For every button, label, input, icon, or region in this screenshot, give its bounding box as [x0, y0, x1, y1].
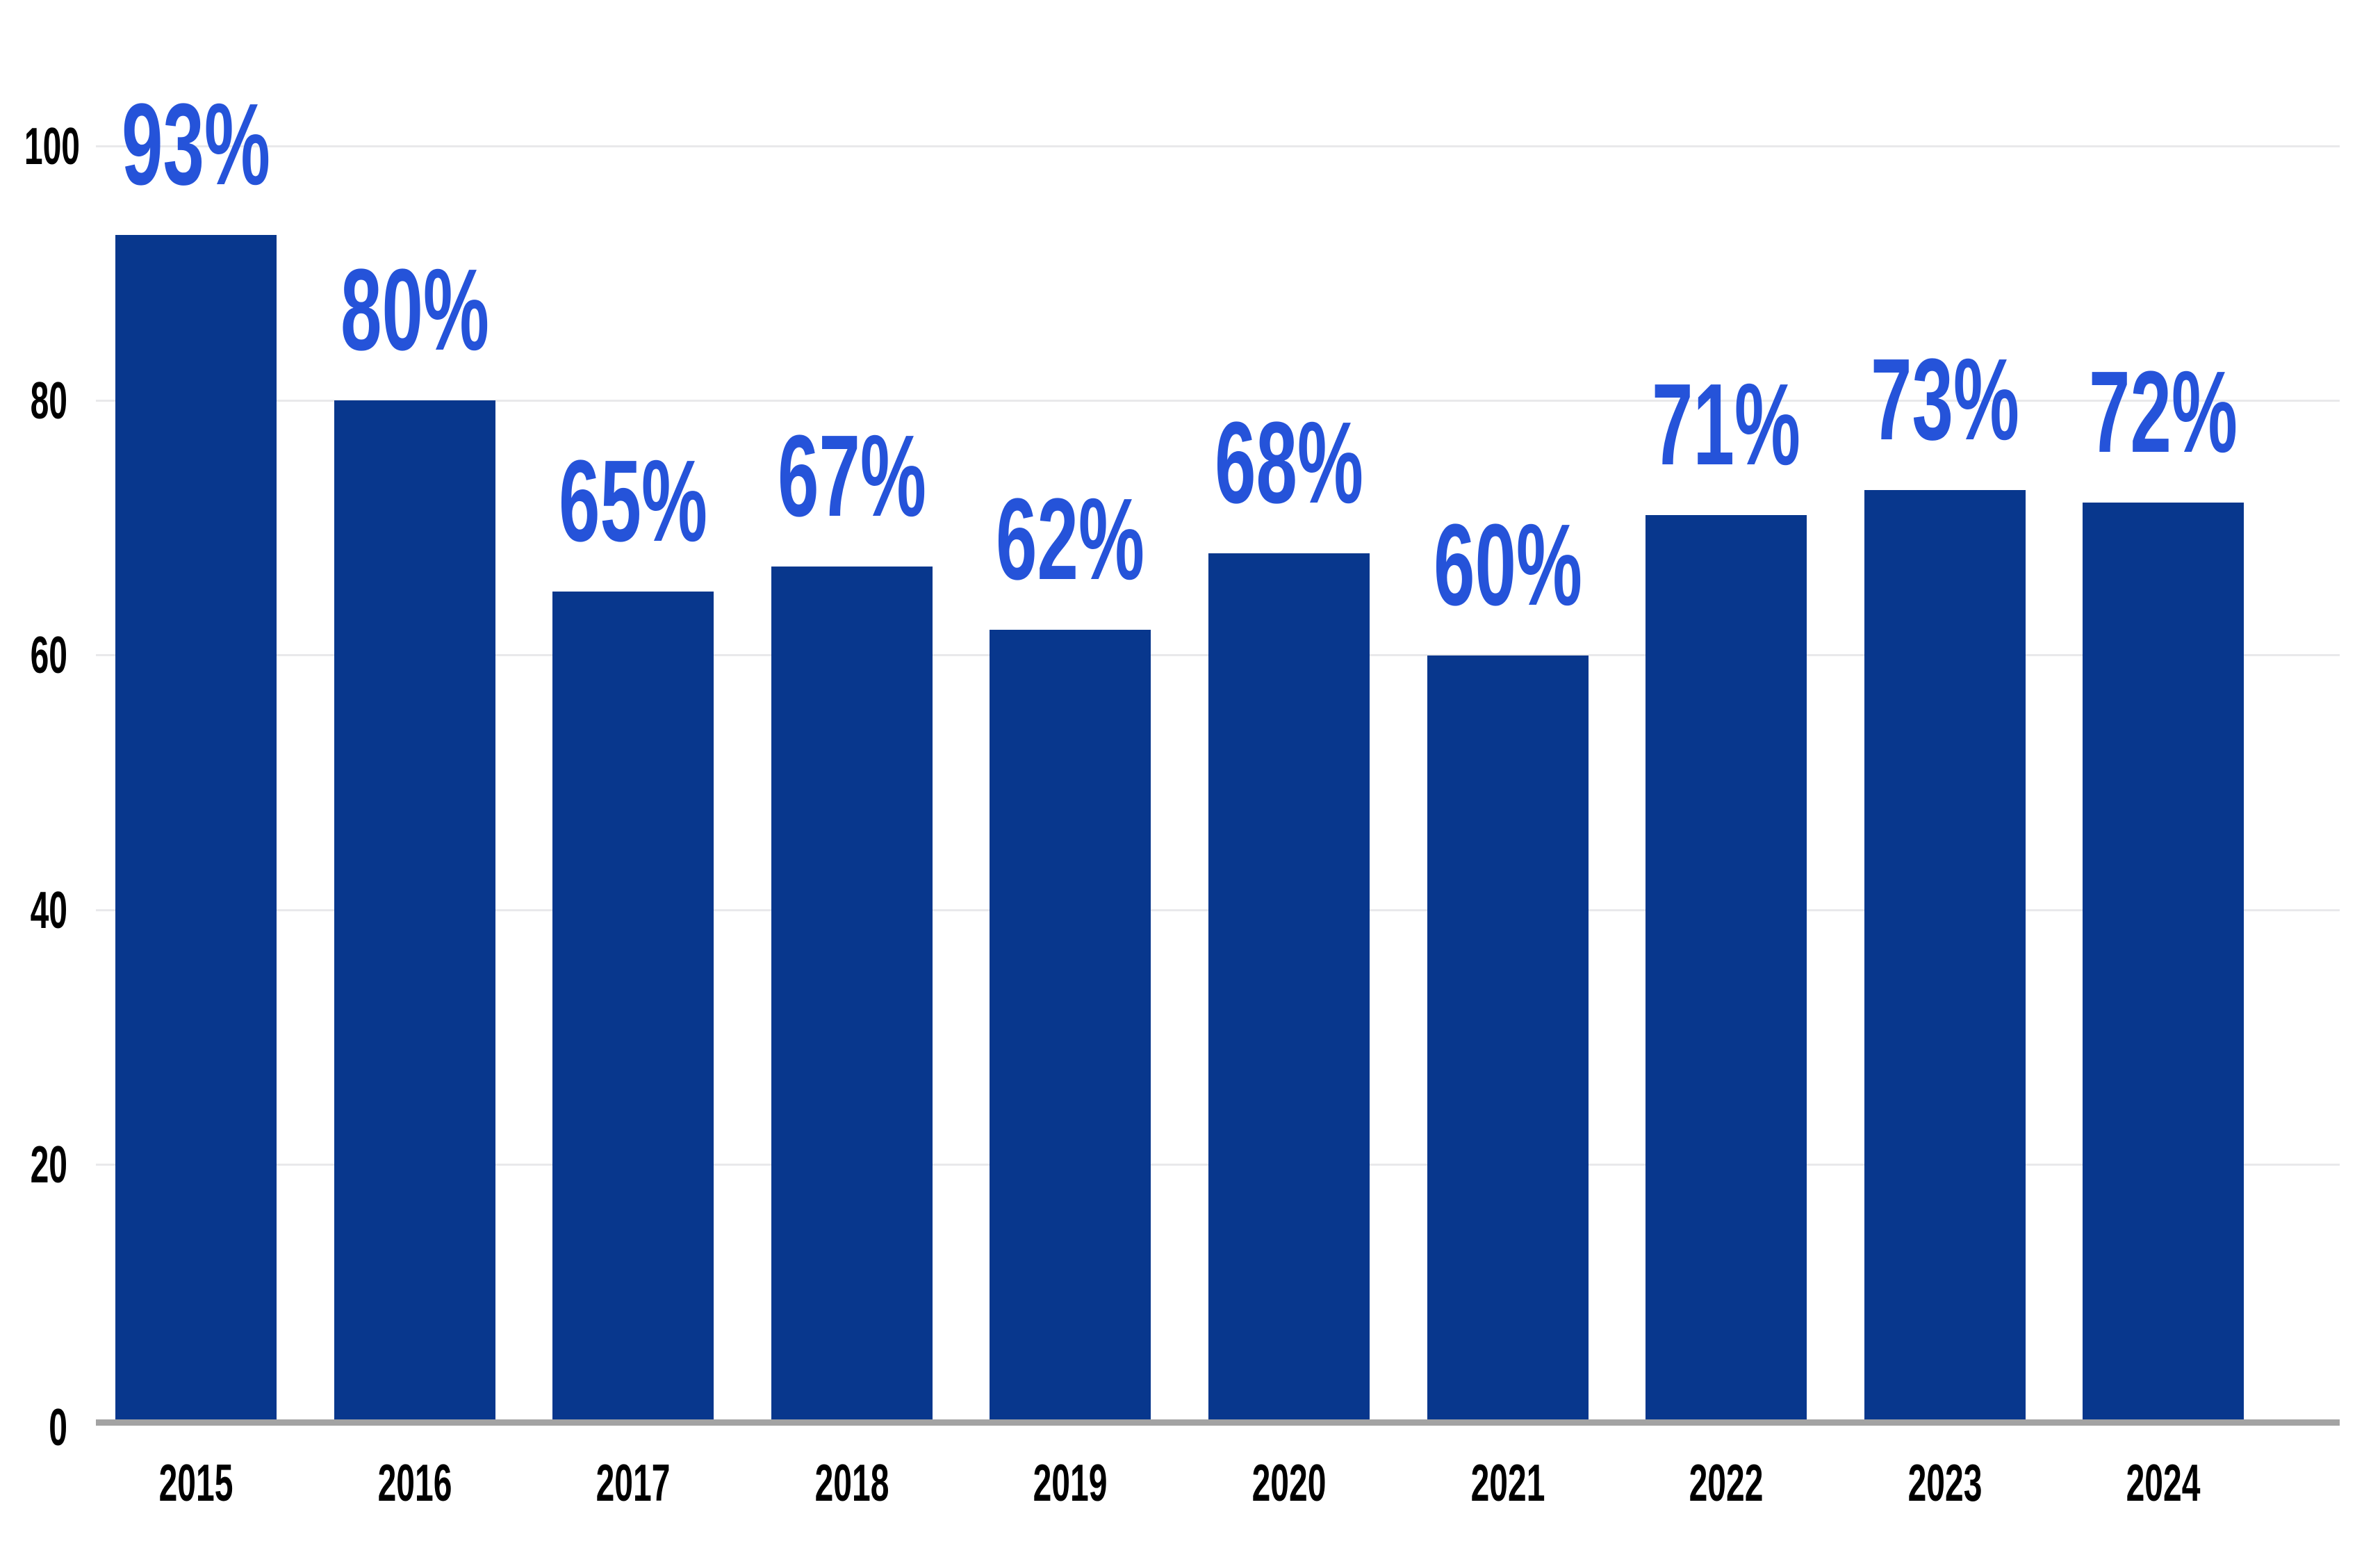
bar-value-label: 60%: [1433, 500, 1582, 630]
y-axis-tick-label: 60: [30, 626, 67, 685]
bar-value-label: 73%: [1870, 334, 2019, 464]
bar-2017: [552, 592, 714, 1419]
y-axis-tick-label: 100: [24, 116, 81, 175]
x-axis-label: 2020: [1251, 1453, 1327, 1512]
x-axis-label: 2017: [596, 1453, 671, 1512]
bar-2021: [1427, 655, 1589, 1419]
bar-2023: [1864, 489, 2026, 1419]
x-axis-line: [96, 1419, 2340, 1426]
bar-value-label: 68%: [1215, 398, 1363, 528]
x-axis-label: 2022: [1689, 1453, 1764, 1512]
bar-value-label: 67%: [777, 411, 926, 541]
y-axis-tick-label: 0: [49, 1397, 67, 1456]
x-axis-label: 2015: [158, 1453, 233, 1512]
bar-2020: [1208, 553, 1370, 1419]
bar-2019: [990, 630, 1151, 1419]
bar-value-label: 72%: [2089, 347, 2238, 477]
gridline-80: [96, 399, 2340, 402]
gridline-100: [96, 145, 2340, 147]
bar-2022: [1646, 515, 1807, 1419]
x-axis-label: 2016: [377, 1453, 452, 1512]
bar-value-label: 80%: [340, 245, 489, 375]
bar-2018: [771, 566, 933, 1419]
bar-value-label: 93%: [122, 80, 270, 210]
x-axis-label: 2019: [1033, 1453, 1108, 1512]
x-axis-label: 2023: [1907, 1453, 1983, 1512]
x-axis-label: 2018: [814, 1453, 889, 1512]
bar-value-label: 65%: [559, 437, 708, 567]
y-axis-tick-label: 80: [30, 370, 67, 430]
y-axis-tick-label: 20: [30, 1135, 67, 1194]
x-axis-label: 2021: [1470, 1453, 1545, 1512]
bar-value-label: 62%: [996, 475, 1145, 605]
x-axis-label: 2024: [2126, 1453, 2201, 1512]
bar-2016: [334, 400, 495, 1419]
bar-2024: [2083, 502, 2244, 1419]
bar-2015: [115, 235, 277, 1419]
bar-value-label: 71%: [1652, 360, 1801, 490]
y-axis-tick-label: 40: [30, 880, 67, 939]
